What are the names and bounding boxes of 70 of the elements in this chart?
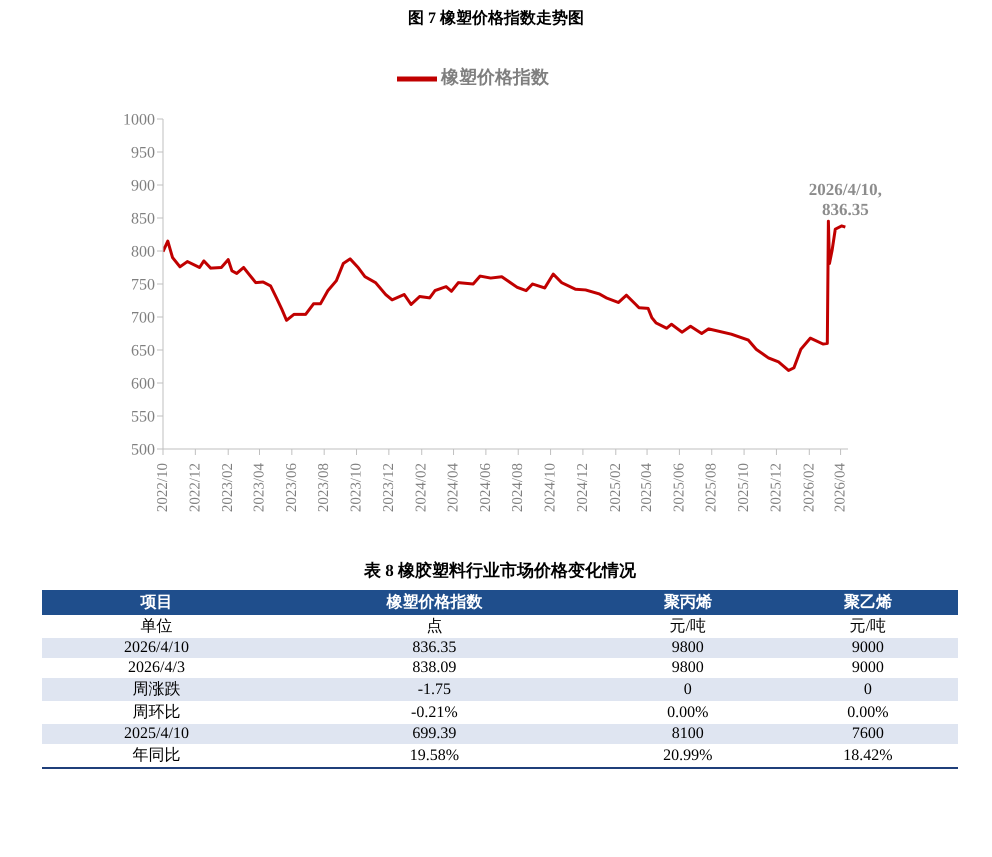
text: 9000 <box>852 639 884 656</box>
text: 0 <box>864 680 872 698</box>
x-tick-label: 2022/10 <box>155 463 171 512</box>
line-series <box>163 220 847 372</box>
x-tick-label: 2026/04 <box>832 462 849 512</box>
x-tick-label: 2023/10 <box>348 463 365 512</box>
x-tick-label: 2023/02 <box>220 463 236 512</box>
y-tick-label: 650 <box>131 342 155 360</box>
category-label: 单位 <box>140 618 172 635</box>
x-tick-label: 2024/06 <box>478 462 494 512</box>
category-label: 橡塑价格指数 <box>385 592 484 613</box>
y-tick-label: 700 <box>131 310 155 327</box>
x-tick-label: 2024/10 <box>542 463 559 512</box>
text: -1.75 <box>418 680 452 698</box>
y-tick-label: 600 <box>131 376 155 393</box>
category-label: 2026/4/10 <box>124 639 189 656</box>
x-tick-label: 2024/08 <box>510 463 526 512</box>
text: 0 <box>684 680 692 698</box>
category-label: 2025/4/10 <box>124 725 189 742</box>
text: 9800 <box>672 639 704 656</box>
x-tick-label: 2024/04 <box>446 462 462 512</box>
text: 836.35 <box>412 639 456 656</box>
category-label: 聚丙烯 <box>662 592 713 613</box>
text: 0.00% <box>847 704 889 720</box>
y-tick-label: 550 <box>131 408 155 426</box>
y-tick-label: 850 <box>131 210 155 228</box>
y-tick-label: 950 <box>131 144 155 162</box>
y-tick-label: 500 <box>131 442 155 459</box>
x-tick-label: 2024/12 <box>574 463 591 512</box>
category-label: 聚乙烯 <box>842 592 893 613</box>
text: 表 8 橡胶塑料行业市场价格变化情况 <box>363 560 637 582</box>
text: 19.58% <box>410 746 460 764</box>
chart-title: 图 7 橡塑价格指数走势图 <box>407 8 585 29</box>
text: 18.42% <box>843 746 893 764</box>
x-tick-label: 2025/10 <box>736 463 752 512</box>
text: 8100 <box>672 725 704 742</box>
text: -0.21% <box>411 704 458 720</box>
x-tick-label: 2025/06 <box>671 462 688 512</box>
y-tick-label: 800 <box>131 244 155 261</box>
x-tick-label: 2025/12 <box>768 463 784 512</box>
legend-label: 橡塑价格指数 <box>441 67 549 88</box>
text: 838.09 <box>412 659 456 676</box>
x-tick-label: 2026/02 <box>801 463 818 512</box>
x-tick-label: 2023/08 <box>316 463 332 512</box>
x-tick-label: 2023/04 <box>251 462 268 512</box>
x-tick-label: 2023/12 <box>380 463 397 512</box>
text: 元/吨 <box>850 618 886 635</box>
y-tick-label: 1000 <box>123 112 155 129</box>
category-label: 年同比 <box>132 747 180 764</box>
x-tick-label: 2025/02 <box>608 463 624 512</box>
text: 点 <box>426 618 442 635</box>
x-tick-label: 2023/06 <box>284 462 300 512</box>
text: 9000 <box>852 659 884 676</box>
text: 0.00% <box>667 704 708 720</box>
category-label: 项目 <box>139 593 174 613</box>
text: 7600 <box>852 725 884 742</box>
annotation: 2026/4/10, 836.35 <box>808 180 882 220</box>
text: 9800 <box>672 659 704 676</box>
x-tick-label: 2025/08 <box>704 463 720 512</box>
x-tick-label: 2022/12 <box>187 463 204 512</box>
y-tick-label: 750 <box>131 276 155 294</box>
text: 699.39 <box>412 725 456 742</box>
y-tick-label: 900 <box>131 178 155 195</box>
x-tick-label: 2025/04 <box>639 462 656 512</box>
category-label: 周环比 <box>132 704 180 721</box>
category-label: 2026/4/3 <box>128 659 185 676</box>
x-tick-label: 2024/02 <box>414 463 430 512</box>
text: 元/吨 <box>670 618 706 635</box>
category-label: 周涨跌 <box>132 681 180 698</box>
text: 20.99% <box>663 746 712 764</box>
